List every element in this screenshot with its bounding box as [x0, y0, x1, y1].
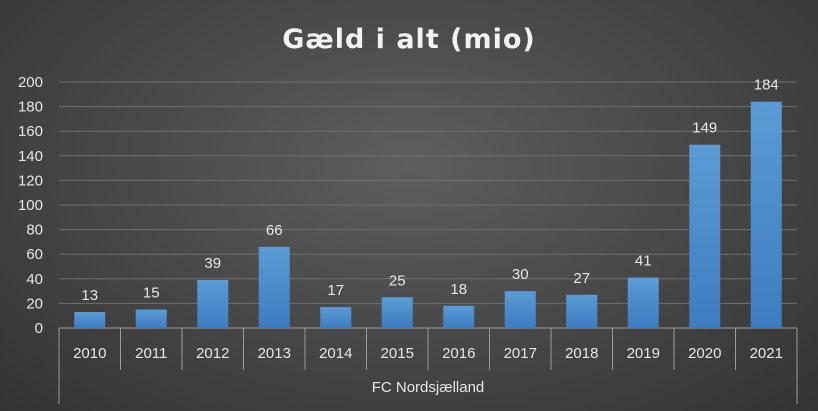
y-tick-label-180: 180 — [18, 99, 43, 116]
data-label-2011: 15 — [143, 285, 160, 302]
data-label-2014: 17 — [327, 282, 344, 299]
data-label-2013: 66 — [266, 222, 283, 239]
x-tick-label-2011: 2011 — [135, 345, 167, 362]
y-tick-label-120: 120 — [18, 172, 43, 189]
data-label-2018: 27 — [573, 270, 590, 287]
bar-2020 — [689, 144, 721, 328]
bar-2016 — [443, 305, 475, 328]
x-tick-label-2014: 2014 — [319, 345, 352, 362]
data-label-2020: 149 — [692, 120, 717, 137]
bar-2021 — [750, 101, 782, 329]
y-tick-label-140: 140 — [18, 148, 43, 165]
bar-2010 — [74, 312, 106, 328]
data-label-2017: 30 — [512, 266, 529, 283]
bar-2013 — [258, 246, 290, 328]
y-axis-ticks: 0 20 40 60 80 100 120 140 160 180 200 — [18, 74, 43, 337]
x-group-label: FC Nordsjælland — [372, 379, 485, 396]
x-tick-label-2012: 2012 — [196, 345, 229, 362]
y-tick-label-100: 100 — [18, 197, 43, 214]
bar-2014 — [320, 307, 352, 328]
data-label-2016: 18 — [450, 281, 467, 298]
x-tick-label-2019: 2019 — [627, 345, 660, 362]
bar-2017 — [504, 291, 536, 328]
y-tick-label-0: 0 — [35, 320, 43, 337]
data-labels: 13 15 39 66 17 25 18 30 27 41 149 184 — [81, 77, 778, 304]
data-label-2021: 184 — [754, 77, 779, 94]
y-tick-label-20: 20 — [26, 295, 43, 312]
bar-2015 — [381, 297, 413, 328]
bar-2018 — [566, 294, 598, 328]
x-tick-label-2018: 2018 — [565, 345, 598, 362]
bar-2011 — [135, 309, 167, 328]
bars — [74, 101, 782, 329]
y-tick-label-40: 40 — [26, 271, 43, 288]
data-label-2012: 39 — [204, 255, 221, 272]
x-tick-label-2015: 2015 — [381, 345, 414, 362]
data-label-2019: 41 — [635, 253, 652, 270]
bar-2012 — [197, 280, 229, 328]
bar-2019 — [627, 277, 659, 328]
gridlines — [59, 81, 797, 329]
x-tick-label-2016: 2016 — [442, 345, 475, 362]
y-tick-label-160: 160 — [18, 123, 43, 140]
x-tick-label-2017: 2017 — [504, 345, 537, 362]
y-tick-label-80: 80 — [26, 222, 43, 239]
x-tick-label-2013: 2013 — [258, 345, 291, 362]
x-tick-label-2020: 2020 — [688, 345, 721, 362]
x-tick-label-2010: 2010 — [73, 345, 106, 362]
chart-title: Gæld i alt (mio) — [282, 24, 536, 55]
x-tick-label-2021: 2021 — [750, 345, 783, 362]
x-axis: 2010 2011 2012 2013 2014 2015 2016 2017 2018 2019… — [58, 328, 798, 404]
data-label-2015: 25 — [389, 272, 406, 289]
data-label-2010: 13 — [81, 287, 98, 304]
y-tick-label-200: 200 — [18, 74, 43, 91]
y-tick-label-60: 60 — [26, 246, 43, 263]
